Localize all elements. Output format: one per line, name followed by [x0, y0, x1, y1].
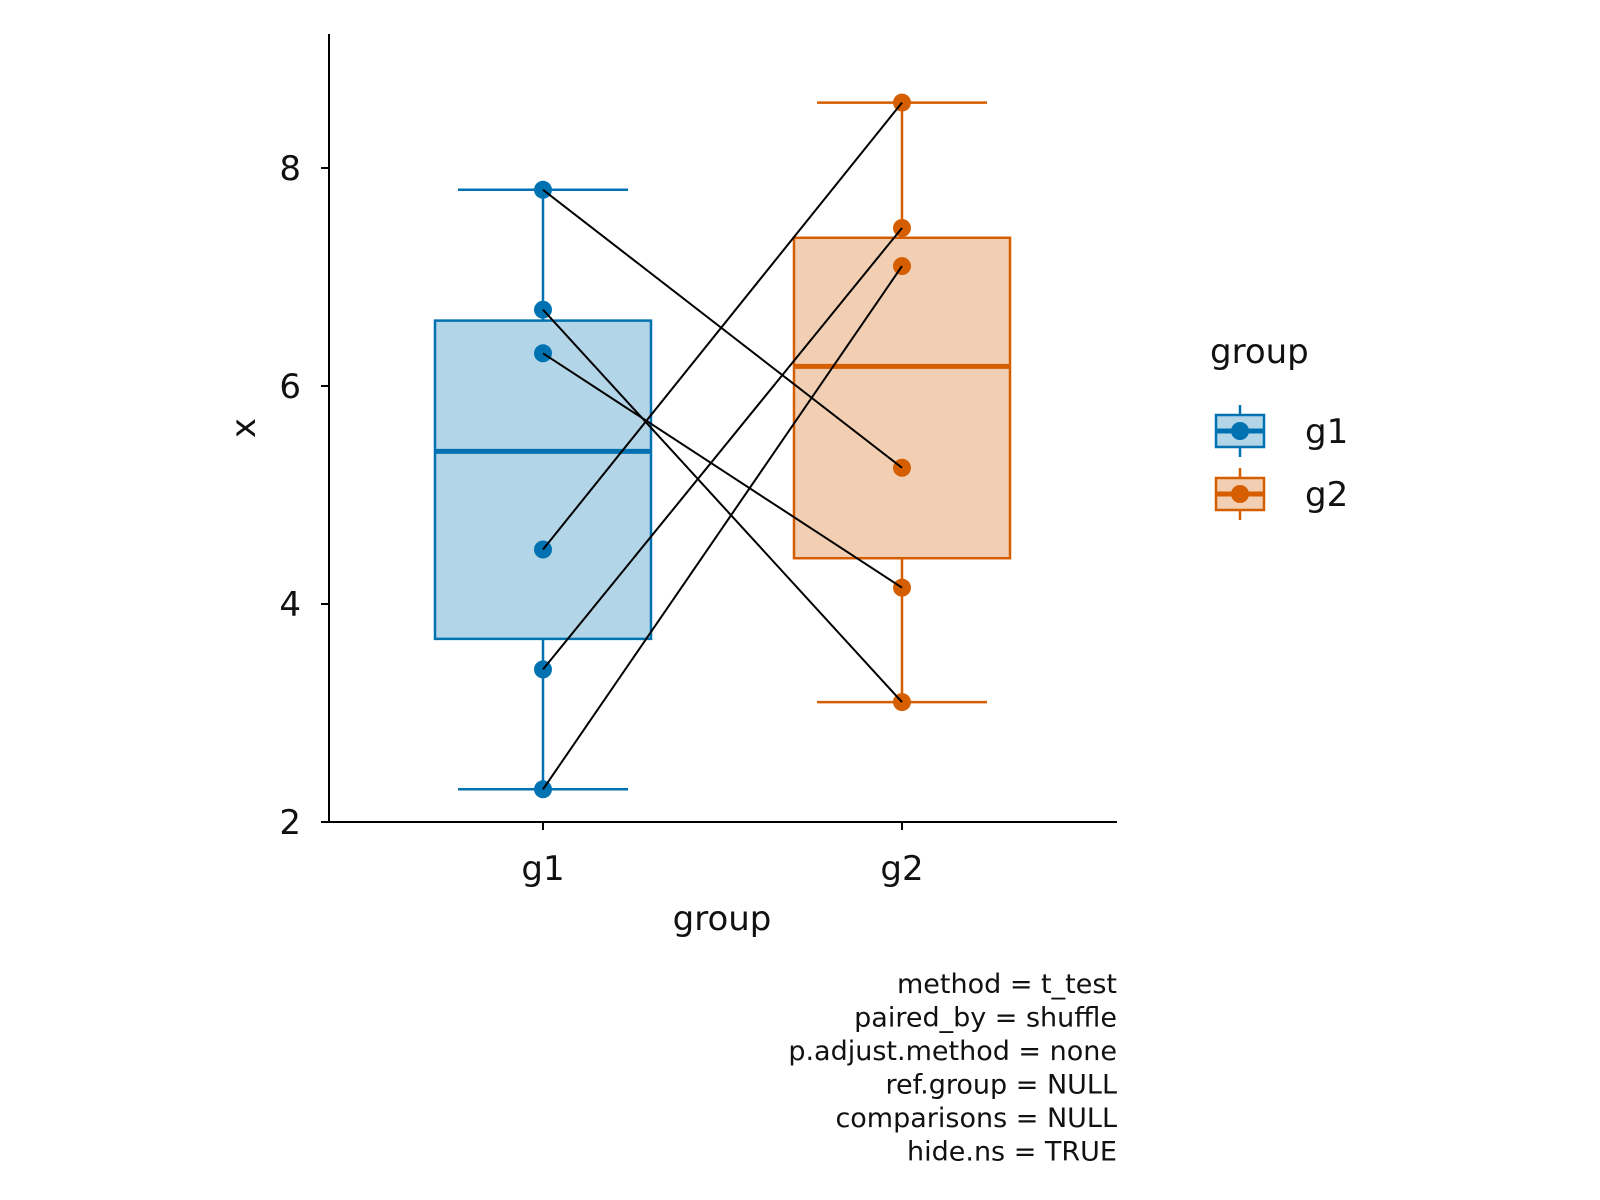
box-iqr	[433, 319, 653, 641]
caption-line: hide.ns = TRUE	[907, 1137, 1117, 1168]
caption-line: ref.group = NULL	[886, 1070, 1118, 1101]
caption-line: p.adjust.method = none	[788, 1036, 1117, 1067]
axes: 2 4 6 8 g1 g2 group x	[224, 34, 1117, 939]
box-iqr	[792, 236, 1012, 560]
legend-key-g1	[1214, 405, 1266, 457]
y-tick-label: 4	[279, 585, 301, 625]
legend-key-point	[1231, 485, 1249, 503]
y-axis-title: x	[224, 418, 264, 438]
pair-line	[542, 352, 903, 589]
pair-line	[542, 227, 903, 671]
x-axis-title: group	[673, 899, 772, 939]
legend-label: g2	[1305, 475, 1348, 515]
x-tick-label: g2	[880, 849, 923, 889]
pair-line	[542, 189, 903, 469]
y-tick-label: 6	[279, 367, 301, 407]
legend-key-point	[1231, 422, 1249, 440]
pair-line	[542, 309, 903, 703]
legend-label: g1	[1305, 412, 1348, 452]
pair-line	[542, 265, 903, 790]
x-tick-label: g1	[521, 849, 564, 889]
plot-area	[433, 93, 1012, 799]
caption-line: comparisons = NULL	[835, 1103, 1117, 1134]
legend: group g1 g2	[1210, 332, 1348, 520]
pair-line	[542, 101, 903, 551]
legend-key-g2	[1214, 468, 1266, 520]
caption-line: paired_by = shuffle	[854, 1003, 1117, 1034]
caption-line: method = t_test	[897, 969, 1117, 1000]
y-tick-label: 2	[279, 803, 301, 843]
legend-title: group	[1210, 332, 1309, 372]
box-group-g1	[433, 180, 653, 799]
y-tick-label: 8	[279, 149, 301, 189]
box-group-g2	[792, 93, 1012, 712]
